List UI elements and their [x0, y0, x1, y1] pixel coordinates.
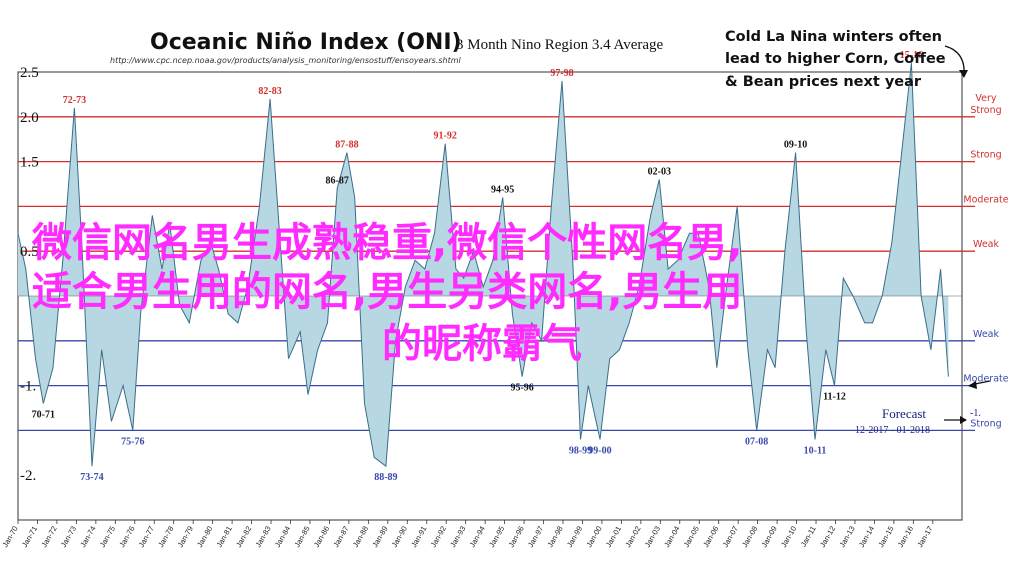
- band-label-2-0: Moderate: [963, 194, 1008, 205]
- band-label-1-0: Strong: [970, 150, 1001, 161]
- peak-label-6: 97-98: [550, 68, 573, 79]
- forecast-arrow-upper-head: [968, 381, 977, 389]
- peak-label-10: 70-71: [32, 410, 55, 421]
- ytick-label-3: 0.5: [20, 244, 39, 260]
- callout-arrow-head: [959, 70, 968, 78]
- callout-line-2: lead to higher Corn, Coffee: [725, 51, 946, 67]
- peak-label-17: 07-08: [745, 436, 768, 447]
- source-url: http://www.cpc.ncep.noaa.gov/products/an…: [110, 56, 462, 65]
- peak-label-14: 95-96: [510, 383, 533, 394]
- peak-label-19: 11-12: [823, 392, 846, 403]
- forecast-annotation: Forecast 12-2017 - 01-2018 -1.: [855, 380, 991, 436]
- band-label-0-0: Very: [975, 93, 997, 104]
- y-axis-ticks: 2.5 2.0 1.5 0.5 -1. -2.: [20, 65, 39, 484]
- callout-box: Cold La Nina winters often lead to highe…: [725, 29, 968, 90]
- oni-area: [17, 62, 962, 468]
- peak-label-16: 99-00: [588, 445, 611, 456]
- peak-label-12: 75-76: [121, 436, 144, 447]
- peak-label-15: 98-99: [569, 445, 592, 456]
- callout-line-3: & Bean prices next year: [725, 74, 922, 90]
- callout-line-1: Cold La Nina winters often: [725, 29, 942, 45]
- ytick-label-1: 2.0: [20, 110, 39, 126]
- peak-label-13: 88-89: [374, 472, 397, 483]
- band-label-3-0: Weak: [973, 239, 1000, 250]
- band-labels: VeryStrongStrongModerateWeakWeakModerate…: [963, 93, 1008, 430]
- oni-area-fill: [18, 63, 949, 467]
- peak-label-8: 09-10: [784, 140, 807, 151]
- overlay-line-3: 的昵称霸气: [382, 321, 582, 367]
- ytick-label-4: -1.: [20, 379, 36, 395]
- chart-subtitle: 3 Month Nino Region 3.4 Average: [456, 37, 664, 53]
- peak-label-4: 91-92: [434, 131, 457, 142]
- forecast-range: 12-2017 - 01-2018: [855, 425, 930, 436]
- peak-label-7: 02-03: [648, 167, 671, 178]
- overlay-line-2: 适合男生用的网名,男生另类网名,男生用: [32, 269, 742, 315]
- forecast-arrow-head: [960, 416, 967, 424]
- peak-label-1: 82-83: [258, 86, 281, 97]
- peak-label-2: 87-88: [335, 140, 358, 151]
- band-label-0-1: Strong: [970, 105, 1001, 116]
- peak-label-9: 15-16: [900, 50, 923, 61]
- ytick-label-0: 2.5: [20, 65, 39, 81]
- peak-label-3: 86-87: [326, 175, 349, 186]
- band-label-6-0: Strong: [970, 418, 1001, 429]
- overlay-line-1: 微信网名男生成熟稳重,微信个性网名男,: [31, 220, 742, 266]
- forecast-value: -1.: [970, 408, 981, 419]
- peak-label-11: 73-74: [80, 472, 103, 483]
- oni-line: [17, 62, 949, 468]
- peak-label-18: 10-11: [804, 445, 827, 456]
- band-label-4-0: Weak: [973, 329, 1000, 340]
- forecast-label: Forecast: [882, 406, 926, 421]
- band-label-5-0: Moderate: [963, 374, 1008, 385]
- chart-title: Oceanic Niño Index (ONI): [150, 30, 462, 55]
- overlay-caption: 微信网名男生成熟稳重,微信个性网名男, 适合男生用的网名,男生另类网名,男生用 …: [31, 220, 742, 367]
- ytick-label-5: -2.: [20, 468, 36, 484]
- peak-labels: 72-73 82-83 87-88 86-87 91-92 94-95 97-98 02-03…: [32, 50, 923, 483]
- ytick-label-2: 1.5: [20, 155, 39, 171]
- peak-label-0: 72-73: [63, 95, 86, 106]
- peak-label-5: 94-95: [491, 184, 514, 195]
